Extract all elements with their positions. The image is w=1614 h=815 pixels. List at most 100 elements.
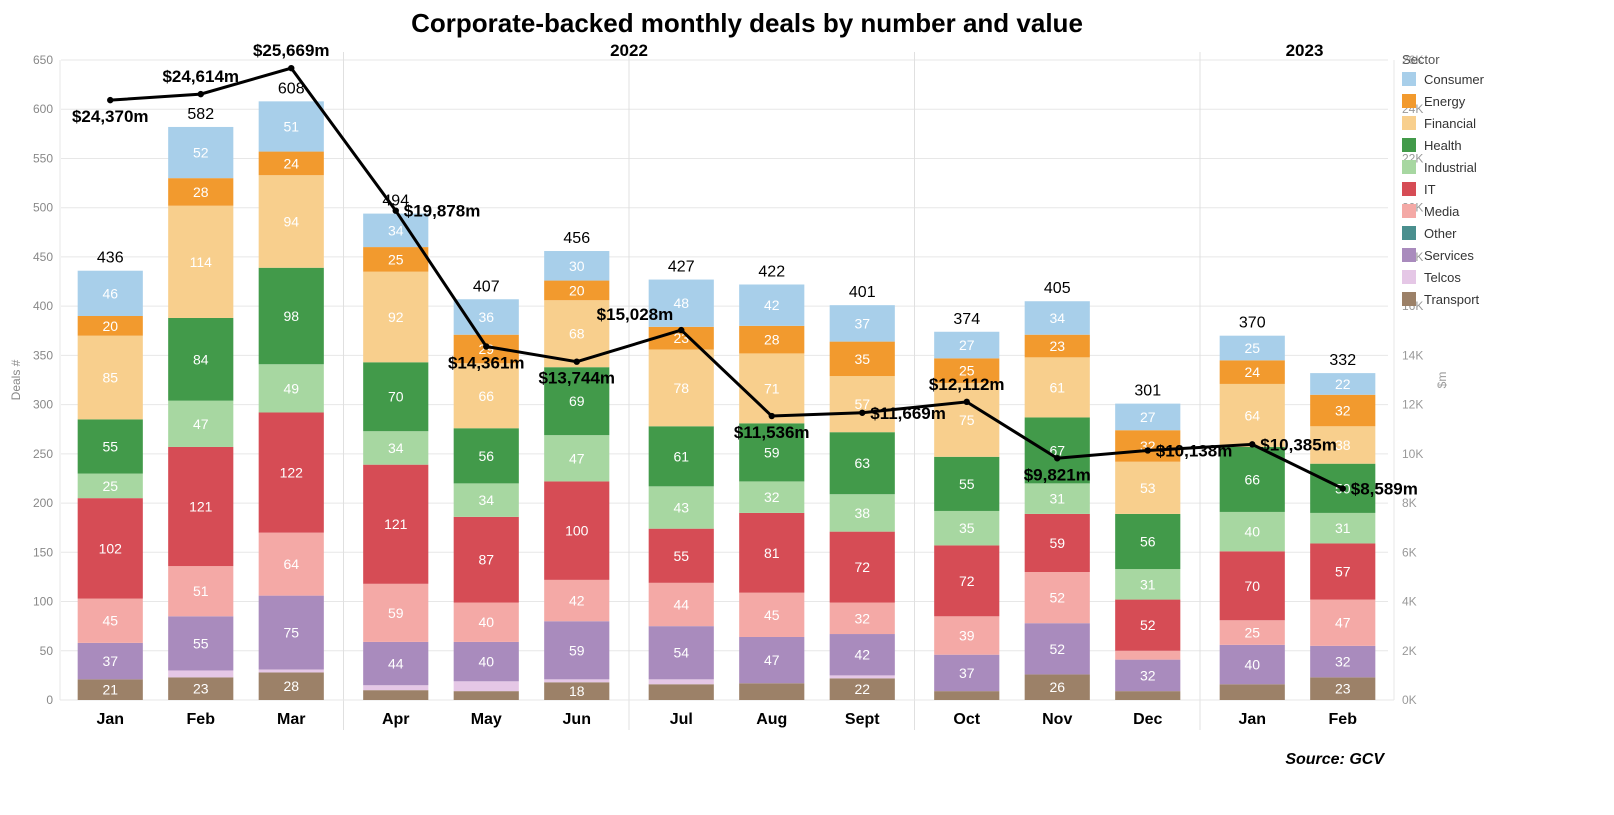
bar-segment — [168, 670, 233, 677]
segment-label: 42 — [569, 593, 585, 609]
legend-label: IT — [1424, 182, 1436, 197]
y-left-tick: 500 — [33, 201, 53, 215]
segment-label: 59 — [1049, 535, 1065, 551]
segment-label: 55 — [959, 476, 975, 492]
value-line-label: $8,589m — [1351, 480, 1418, 499]
segment-label: 100 — [565, 523, 589, 539]
y-left-tick: 400 — [33, 299, 53, 313]
y-left-tick: 350 — [33, 348, 53, 362]
segment-label: 121 — [384, 516, 408, 532]
segment-label: 75 — [959, 412, 975, 428]
bar-total-label: 374 — [953, 311, 980, 328]
segment-label: 47 — [193, 416, 209, 432]
month-label: Feb — [1329, 711, 1358, 728]
value-point — [769, 413, 775, 419]
value-line-label: $11,536m — [734, 423, 810, 442]
segment-label: 37 — [102, 653, 118, 669]
segment-label: 25 — [388, 251, 404, 267]
segment-label: 72 — [959, 573, 975, 589]
chart-root: Corporate-backed monthly deals by number… — [0, 0, 1614, 815]
segment-label: 32 — [1335, 654, 1351, 670]
segment-label: 23 — [1335, 681, 1351, 697]
bar-segment — [363, 685, 428, 690]
y-left-tick: 300 — [33, 398, 53, 412]
y-right-tick: 14K — [1402, 348, 1423, 362]
y-right-tick: 2K — [1402, 644, 1417, 658]
segment-label: 27 — [959, 337, 975, 353]
month-label: Jun — [563, 711, 591, 728]
segment-label: 38 — [854, 505, 870, 521]
value-point — [393, 207, 399, 213]
legend-swatch — [1402, 270, 1416, 284]
bar-total-label: 407 — [473, 278, 500, 295]
y-left-tick: 450 — [33, 250, 53, 264]
segment-label: 47 — [569, 450, 585, 466]
segment-label: 52 — [193, 145, 209, 161]
segment-label: 102 — [99, 540, 123, 556]
segment-label: 40 — [478, 614, 494, 630]
legend-label: Health — [1424, 138, 1462, 153]
segment-label: 68 — [569, 326, 585, 342]
month-label: Oct — [953, 711, 980, 728]
segment-label: 87 — [478, 552, 494, 568]
month-label: Jan — [1238, 711, 1266, 728]
segment-label: 25 — [1244, 340, 1260, 356]
value-point — [859, 410, 865, 416]
segment-label: 34 — [388, 440, 404, 456]
legend-label: Financial — [1424, 116, 1476, 131]
segment-label: 49 — [283, 380, 299, 396]
value-point — [288, 65, 294, 71]
y-right-tick: 12K — [1402, 398, 1423, 412]
y-left-tick: 0 — [46, 693, 53, 707]
month-label: May — [471, 711, 502, 728]
bar-segment — [1115, 651, 1180, 660]
value-point — [1145, 447, 1151, 453]
segment-label: 44 — [673, 596, 689, 612]
value-line-label: $12,112m — [929, 375, 1005, 394]
segment-label: 47 — [764, 652, 780, 668]
segment-label: 64 — [283, 556, 299, 572]
y-left-label: Deals # — [9, 359, 23, 400]
value-line-label: $10,385m — [1260, 435, 1337, 454]
segment-label: 24 — [283, 155, 299, 171]
value-line-label: $19,878m — [404, 202, 481, 221]
segment-label: 43 — [673, 500, 689, 516]
y-left-tick: 200 — [33, 496, 53, 510]
segment-label: 81 — [764, 545, 780, 561]
bar-segment — [934, 691, 999, 700]
segment-label: 48 — [673, 295, 689, 311]
segment-label: 51 — [283, 118, 299, 134]
segment-label: 32 — [1140, 667, 1156, 683]
value-line-label: $9,821m — [1024, 465, 1091, 484]
segment-label: 32 — [764, 489, 780, 505]
y-left-tick: 600 — [33, 102, 53, 116]
legend-label: Services — [1424, 248, 1474, 263]
segment-label: 121 — [189, 499, 213, 515]
segment-label: 31 — [1335, 520, 1351, 536]
segment-label: 27 — [1140, 409, 1156, 425]
legend-label: Energy — [1424, 94, 1466, 109]
segment-label: 51 — [193, 583, 209, 599]
segment-label: 98 — [283, 308, 299, 324]
segment-label: 42 — [854, 647, 870, 663]
segment-label: 122 — [280, 465, 304, 481]
segment-label: 56 — [478, 448, 494, 464]
segment-label: 34 — [388, 222, 404, 238]
segment-label: 63 — [854, 455, 870, 471]
value-point — [107, 97, 113, 103]
segment-label: 26 — [1049, 679, 1065, 695]
segment-label: 34 — [478, 492, 494, 508]
value-line-label: $14,361m — [448, 353, 525, 372]
segment-label: 34 — [1049, 310, 1065, 326]
y-left-tick: 50 — [40, 644, 54, 658]
segment-label: 55 — [673, 548, 689, 564]
legend-label: Other — [1424, 226, 1457, 241]
y-right-tick: 4K — [1402, 595, 1417, 609]
value-line-label: $24,614m — [162, 67, 239, 86]
bar-segment — [649, 679, 714, 684]
y-right-tick: 10K — [1402, 447, 1423, 461]
source-label: Source: GCV — [1285, 751, 1385, 768]
segment-label: 59 — [388, 605, 404, 621]
y-right-tick: 6K — [1402, 545, 1417, 559]
bar-total-label: 370 — [1239, 315, 1266, 332]
